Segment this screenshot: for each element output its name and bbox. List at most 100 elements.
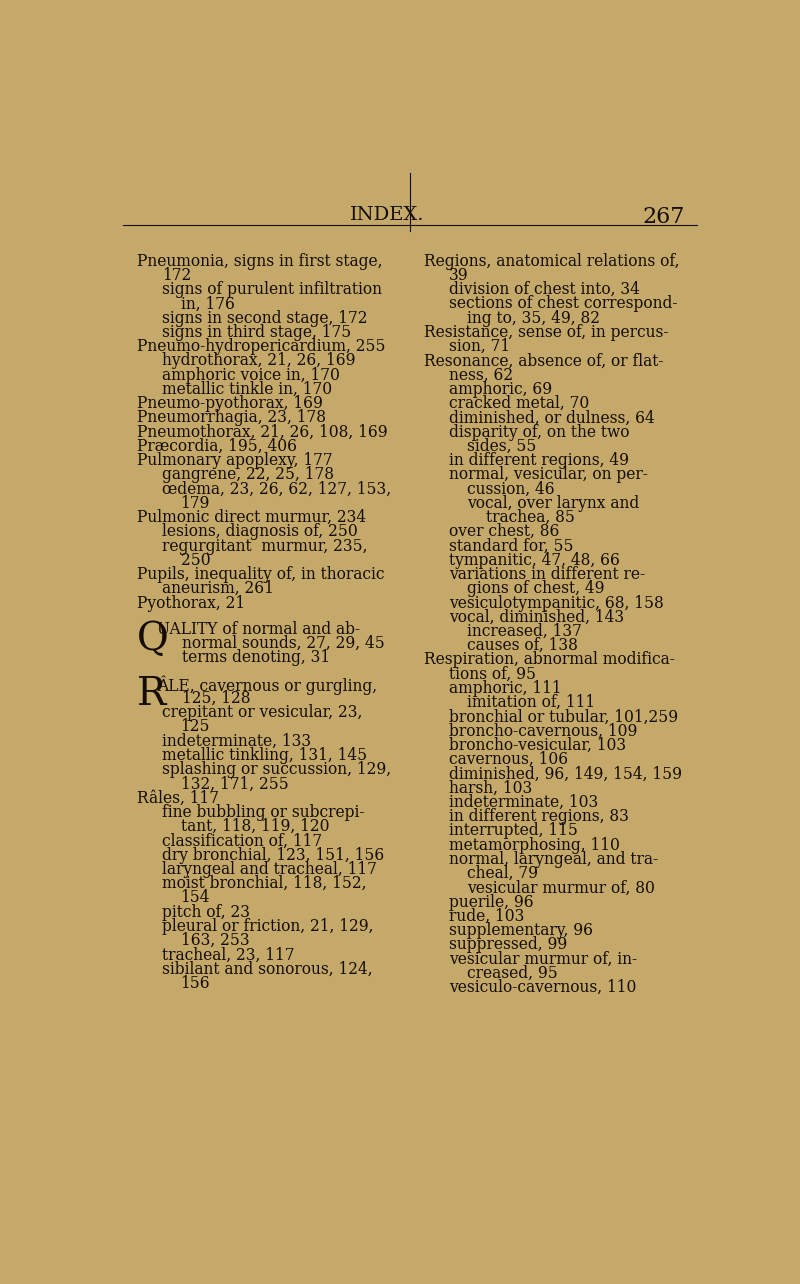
Text: 163, 253: 163, 253 <box>181 932 250 949</box>
Text: INDEX.: INDEX. <box>350 207 424 225</box>
Text: classification of, 117: classification of, 117 <box>162 832 322 850</box>
Text: tracheal, 23, 117: tracheal, 23, 117 <box>162 946 294 963</box>
Text: broncho-vesicular, 103: broncho-vesicular, 103 <box>449 737 626 754</box>
Text: sion, 71: sion, 71 <box>449 338 510 356</box>
Text: normal, laryngeal, and tra-: normal, laryngeal, and tra- <box>449 851 658 868</box>
Text: tympanitic, 47, 48, 66: tympanitic, 47, 48, 66 <box>449 552 620 569</box>
Text: ing to, 35, 49, 82: ing to, 35, 49, 82 <box>467 309 600 326</box>
Text: normal, vesicular, on per-: normal, vesicular, on per- <box>449 466 648 483</box>
Text: tions of, 95: tions of, 95 <box>449 665 536 683</box>
Text: Pulmonary apoplexy, 177: Pulmonary apoplexy, 177 <box>138 452 333 469</box>
Text: cheal, 79: cheal, 79 <box>467 865 538 882</box>
Text: vesiculotympanitic, 68, 158: vesiculotympanitic, 68, 158 <box>449 594 663 611</box>
Text: Pneumorrhagia, 23, 178: Pneumorrhagia, 23, 178 <box>138 410 326 426</box>
Text: puerile, 96: puerile, 96 <box>449 894 534 910</box>
Text: 267: 267 <box>642 207 685 229</box>
Text: sibilant and sonorous, 124,: sibilant and sonorous, 124, <box>162 960 373 977</box>
Text: creased, 95: creased, 95 <box>467 964 558 982</box>
Text: normal sounds, 27, 29, 45: normal sounds, 27, 29, 45 <box>182 636 385 652</box>
Text: cracked metal, 70: cracked metal, 70 <box>449 395 589 412</box>
Text: vesiculo-cavernous, 110: vesiculo-cavernous, 110 <box>449 980 636 996</box>
Text: imitation of, 111: imitation of, 111 <box>467 695 595 711</box>
Text: over chest, 86: over chest, 86 <box>449 524 559 541</box>
Text: trachea, 85: trachea, 85 <box>486 508 575 526</box>
Text: Râles, 117: Râles, 117 <box>138 790 219 806</box>
Text: Pupils, inequality of, in thoracic: Pupils, inequality of, in thoracic <box>138 566 385 583</box>
Text: pleural or friction, 21, 129,: pleural or friction, 21, 129, <box>162 918 374 935</box>
Text: vocal, over larynx and: vocal, over larynx and <box>467 494 640 512</box>
Text: regurgitant  murmur, 235,: regurgitant murmur, 235, <box>162 538 367 555</box>
Text: 39: 39 <box>449 267 468 284</box>
Text: causes of, 138: causes of, 138 <box>467 637 578 655</box>
Text: bronchial or tubular, 101,259: bronchial or tubular, 101,259 <box>449 709 678 725</box>
Text: dry bronchial, 123, 151, 156: dry bronchial, 123, 151, 156 <box>162 846 384 864</box>
Text: ÂLE, cavernous or gurgling,: ÂLE, cavernous or gurgling, <box>158 675 378 695</box>
Text: 179: 179 <box>181 494 210 512</box>
Text: harsh, 103: harsh, 103 <box>449 779 532 796</box>
Text: vesicular murmur of, 80: vesicular murmur of, 80 <box>467 880 655 896</box>
Text: indeterminate, 133: indeterminate, 133 <box>162 733 311 750</box>
Text: Regions, anatomical relations of,: Regions, anatomical relations of, <box>424 253 679 270</box>
Text: rude, 103: rude, 103 <box>449 908 524 924</box>
Text: aneurism, 261: aneurism, 261 <box>162 580 274 597</box>
Text: increased, 137: increased, 137 <box>467 623 582 639</box>
Text: amphoric voice in, 170: amphoric voice in, 170 <box>162 367 340 384</box>
Text: hydrothorax, 21, 26, 169: hydrothorax, 21, 26, 169 <box>162 352 355 370</box>
Text: diminished, or dulness, 64: diminished, or dulness, 64 <box>449 410 654 426</box>
Text: splashing or succussion, 129,: splashing or succussion, 129, <box>162 761 391 778</box>
Text: broncho-cavernous, 109: broncho-cavernous, 109 <box>449 723 637 740</box>
Text: fine bubbling or subcrepi-: fine bubbling or subcrepi- <box>162 804 365 820</box>
Text: lesions, diagnosis of, 250: lesions, diagnosis of, 250 <box>162 524 358 541</box>
Text: crepitant or vesicular, 23,: crepitant or vesicular, 23, <box>162 704 362 722</box>
Text: cussion, 46: cussion, 46 <box>467 480 555 498</box>
Text: 125, 128: 125, 128 <box>182 690 250 707</box>
Text: cavernous, 106: cavernous, 106 <box>449 751 568 768</box>
Text: gangrene, 22, 25, 178: gangrene, 22, 25, 178 <box>162 466 334 483</box>
Text: 250: 250 <box>181 552 210 569</box>
Text: signs in third stage, 175: signs in third stage, 175 <box>162 324 351 340</box>
Text: in different regions, 49: in different regions, 49 <box>449 452 629 469</box>
Text: vesicular murmur of, in-: vesicular murmur of, in- <box>449 950 637 968</box>
Text: standard for, 55: standard for, 55 <box>449 538 574 555</box>
Text: Respiration, abnormal modifica-: Respiration, abnormal modifica- <box>424 651 675 669</box>
Text: indeterminate, 103: indeterminate, 103 <box>449 794 598 811</box>
Text: ness, 62: ness, 62 <box>449 367 513 384</box>
Text: Pneumo-pyothorax, 169: Pneumo-pyothorax, 169 <box>138 395 323 412</box>
Text: amphoric, 69: amphoric, 69 <box>449 381 552 398</box>
Text: Pneumonia, signs in first stage,: Pneumonia, signs in first stage, <box>138 253 382 270</box>
Text: Pneumo-hydropericardium, 255: Pneumo-hydropericardium, 255 <box>138 338 386 356</box>
Text: diminished, 96, 149, 154, 159: diminished, 96, 149, 154, 159 <box>449 765 682 782</box>
Text: tant, 118, 119, 120: tant, 118, 119, 120 <box>181 818 329 835</box>
Text: terms denoting, 31: terms denoting, 31 <box>182 650 330 666</box>
Text: R: R <box>138 675 166 713</box>
Text: 154: 154 <box>181 890 210 907</box>
Text: metamorphosing, 110: metamorphosing, 110 <box>449 837 620 854</box>
Text: Q: Q <box>138 621 169 657</box>
Text: suppressed, 99: suppressed, 99 <box>449 936 567 954</box>
Text: vocal, diminished, 143: vocal, diminished, 143 <box>449 609 624 625</box>
Text: amphoric, 111: amphoric, 111 <box>449 681 562 697</box>
Text: Resonance, absence of, or flat-: Resonance, absence of, or flat- <box>424 352 663 370</box>
Text: disparity of, on the two: disparity of, on the two <box>449 424 630 440</box>
Text: variations in different re-: variations in different re- <box>449 566 645 583</box>
Text: Pneumothorax, 21, 26, 108, 169: Pneumothorax, 21, 26, 108, 169 <box>138 424 388 440</box>
Text: 132, 171, 255: 132, 171, 255 <box>181 776 288 792</box>
Text: division of chest into, 34: division of chest into, 34 <box>449 281 640 298</box>
Text: pitch of, 23: pitch of, 23 <box>162 904 250 921</box>
Text: laryngeal and tracheal, 117: laryngeal and tracheal, 117 <box>162 860 377 878</box>
Text: moist bronchial, 118, 152,: moist bronchial, 118, 152, <box>162 876 366 892</box>
Text: 156: 156 <box>181 975 210 991</box>
Text: Pulmonic direct murmur, 234: Pulmonic direct murmur, 234 <box>138 508 366 526</box>
Text: Resistance, sense of, in percus-: Resistance, sense of, in percus- <box>424 324 669 340</box>
Text: metallic tinkling, 131, 145: metallic tinkling, 131, 145 <box>162 747 367 764</box>
Text: 125: 125 <box>181 719 210 736</box>
Text: gions of chest, 49: gions of chest, 49 <box>467 580 605 597</box>
Text: sides, 55: sides, 55 <box>467 438 537 455</box>
Text: supplementary, 96: supplementary, 96 <box>449 922 593 939</box>
Text: 172: 172 <box>162 267 191 284</box>
Text: in, 176: in, 176 <box>181 295 234 312</box>
Text: in different regions, 83: in different regions, 83 <box>449 808 629 826</box>
Text: metallic tinkle in, 170: metallic tinkle in, 170 <box>162 381 332 398</box>
Text: sections of chest correspond-: sections of chest correspond- <box>449 295 678 312</box>
Text: signs in second stage, 172: signs in second stage, 172 <box>162 309 367 326</box>
